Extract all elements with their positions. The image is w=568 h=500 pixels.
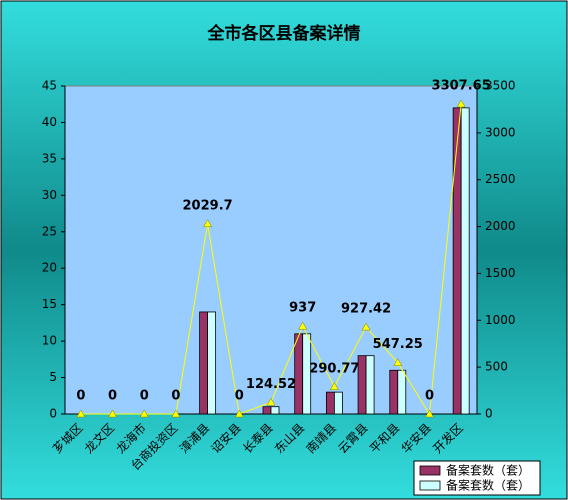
y2-tick-label: 2000 xyxy=(485,219,516,233)
bar xyxy=(199,311,209,415)
line-marker xyxy=(393,358,403,366)
line-marker xyxy=(456,99,466,108)
line-marker xyxy=(108,409,117,418)
bar xyxy=(389,369,399,415)
y-tick-label: 20 xyxy=(42,261,57,275)
data-label: 927.42 xyxy=(341,302,391,317)
line-marker xyxy=(361,322,371,331)
y-tick-label: 5 xyxy=(49,370,57,384)
line-marker xyxy=(266,397,276,406)
bar xyxy=(270,406,280,415)
y-tick-label: 0 xyxy=(49,407,57,421)
data-label: 0 xyxy=(140,389,149,404)
y-tick-label: 35 xyxy=(42,151,57,165)
line-marker xyxy=(203,219,213,228)
line-marker xyxy=(234,409,244,418)
data-label: 124.52 xyxy=(246,377,296,392)
y-tick-label: 40 xyxy=(42,115,57,129)
y-tick-label: 10 xyxy=(42,334,57,348)
bar xyxy=(452,107,462,415)
y-tick-label: 25 xyxy=(42,224,57,238)
plot-area xyxy=(64,85,478,415)
line-marker xyxy=(171,409,181,418)
bar xyxy=(397,369,407,415)
y2-tick-label: 3500 xyxy=(485,79,516,93)
data-label: 3307.65 xyxy=(432,79,491,94)
bar xyxy=(333,391,343,415)
y2-tick-label: 2500 xyxy=(485,172,516,186)
y-tick-label: 30 xyxy=(42,188,57,202)
line-marker xyxy=(425,409,434,418)
y2-tick-label: 1000 xyxy=(485,313,516,327)
data-label: 0 xyxy=(235,389,244,404)
bar xyxy=(294,333,304,415)
data-label: 0 xyxy=(425,389,434,404)
y2-tick-label: 0 xyxy=(485,407,493,421)
legend-label: 备案套数（套） xyxy=(446,478,530,493)
bar xyxy=(325,391,335,415)
line-marker xyxy=(329,382,339,391)
legend-label: 备案套数（套） xyxy=(446,463,530,478)
y2-tick-label: 1500 xyxy=(485,266,516,280)
bar xyxy=(207,311,217,415)
chart-title: 全市各区县备案详情 xyxy=(207,23,361,44)
data-label: 0 xyxy=(171,389,180,404)
data-label: 290.77 xyxy=(309,361,359,376)
y-tick-label: 45 xyxy=(42,79,57,93)
data-label: 547.25 xyxy=(373,337,423,352)
bar xyxy=(365,355,375,415)
line-marker xyxy=(76,409,86,418)
data-label: 2029.7 xyxy=(183,198,233,213)
y2-tick-label: 3000 xyxy=(485,125,516,139)
line-marker xyxy=(298,321,308,330)
bar xyxy=(460,107,470,415)
bar xyxy=(262,406,272,415)
line-marker xyxy=(139,409,149,418)
data-label: 0 xyxy=(76,389,85,404)
y2-tick-label: 500 xyxy=(485,360,508,374)
data-label: 937 xyxy=(289,301,316,316)
legend-swatch xyxy=(419,465,441,476)
legend-swatch xyxy=(419,480,441,491)
data-label: 0 xyxy=(108,389,117,404)
y-tick-label: 15 xyxy=(42,297,57,311)
